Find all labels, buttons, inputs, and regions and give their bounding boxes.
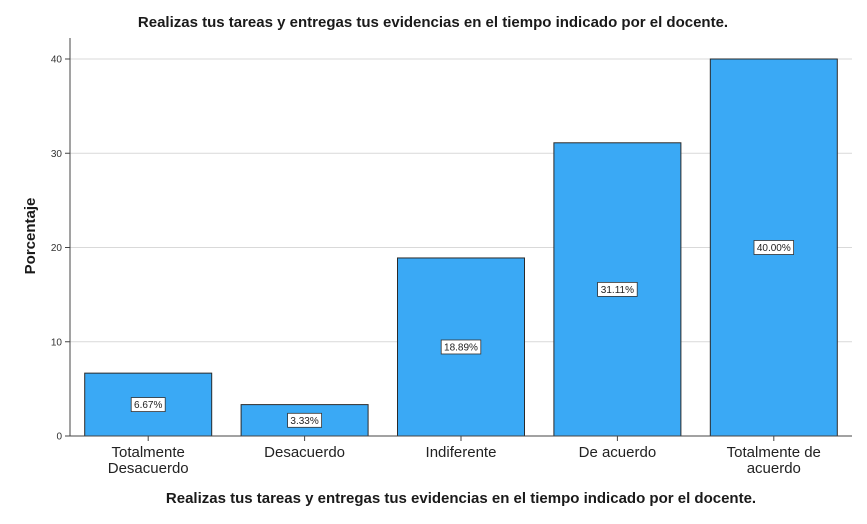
data-label-box — [287, 412, 323, 428]
axes: 0 10 20 30 40 Totalmente Desacuerdo Desacuerdo I… — [51, 38, 852, 477]
x-tick-label: Totalmente Desacuerdo — [108, 444, 189, 477]
chart-title: Realizas tus tareas y entregas tus evide… — [138, 14, 728, 31]
y-tick-label: 0 — [56, 432, 62, 443]
data-label-box — [130, 397, 166, 412]
data-label-box — [597, 281, 638, 297]
y-tick-label: 30 — [51, 149, 63, 160]
x-tick-label: Indiferente — [426, 444, 497, 461]
data-label: 3.33% — [290, 416, 318, 427]
y-tick-label: 20 — [51, 243, 63, 254]
data-label: 31.11% — [601, 285, 634, 296]
data-label: 18.89% — [444, 342, 478, 353]
x-axis-label: Realizas tus tareas y entregas tus evide… — [166, 490, 756, 507]
data-label-box — [440, 339, 482, 355]
bars: 6.67% 3.33% 18.89% 31.11% 40.00% — [84, 58, 838, 437]
y-tick-label: 40 — [51, 55, 63, 66]
data-label: 6.67% — [134, 400, 162, 411]
x-tick-label: De acuerdo — [579, 444, 657, 461]
y-axis-label: Porcentaje — [22, 198, 39, 275]
data-label-box — [753, 240, 794, 255]
data-label: 40.00% — [757, 243, 791, 254]
x-tick-label: Totalmente de acuerdo — [727, 444, 821, 477]
x-tick-label: Desacuerdo — [264, 444, 345, 461]
y-tick-label: 10 — [51, 337, 63, 348]
